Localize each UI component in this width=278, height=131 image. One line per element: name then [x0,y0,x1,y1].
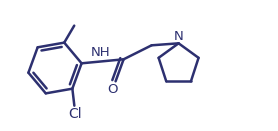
Text: O: O [107,83,118,96]
Text: Cl: Cl [69,107,82,121]
Text: N: N [174,30,183,43]
Text: NH: NH [91,46,110,59]
